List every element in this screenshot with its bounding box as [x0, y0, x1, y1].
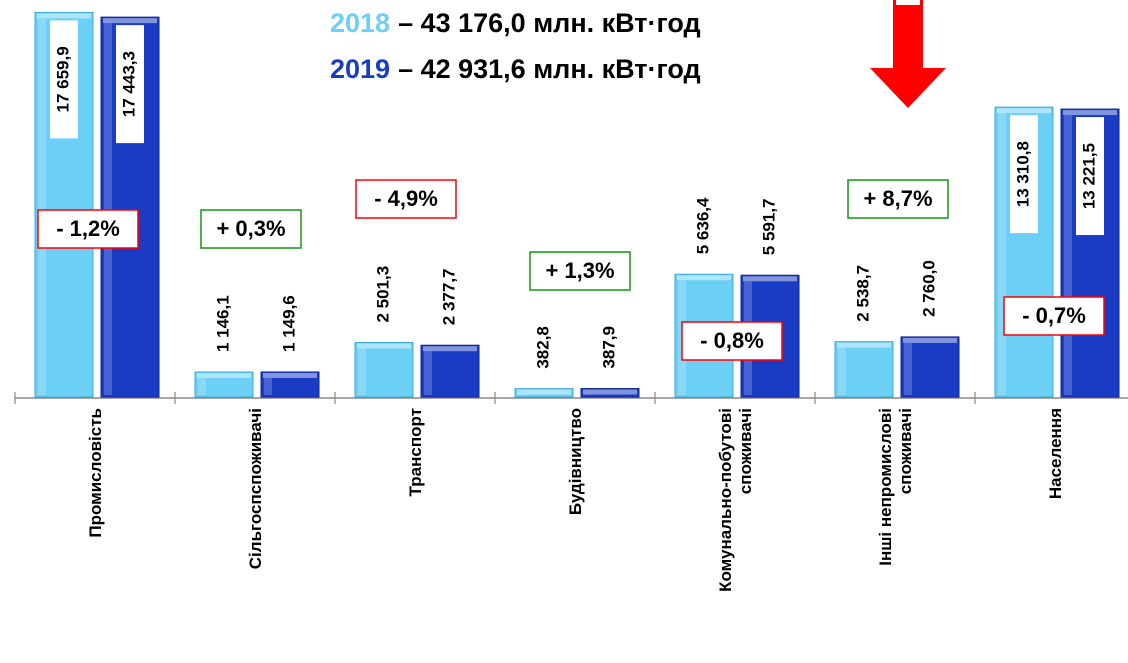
bar	[514, 388, 574, 398]
value-label: 1 146,1	[213, 295, 232, 352]
value-label: 2 377,7	[439, 268, 458, 325]
change-box	[37, 209, 139, 249]
value-label: 5 591,7	[759, 198, 778, 255]
category-label: Будівництво	[566, 408, 585, 515]
bar	[900, 336, 960, 398]
bar-shine	[1064, 115, 1072, 395]
category-label: Населення	[1046, 408, 1065, 499]
value-label: 2 501,3	[373, 266, 392, 323]
bar-shine	[904, 342, 912, 395]
legend-total: – 43 176,0 млн. кВт·год	[398, 8, 701, 38]
change-label: + 8,7%	[863, 186, 932, 211]
category-line: споживачі	[736, 408, 755, 494]
change-label: + 1,3%	[545, 258, 614, 283]
legend-line: 2018 – 43 176,0 млн. кВт·год	[330, 8, 701, 38]
bar	[354, 342, 414, 398]
bar-cap	[903, 337, 957, 343]
value-label: 2 538,7	[853, 265, 872, 322]
category-line: Будівництво	[566, 408, 585, 515]
bar	[580, 388, 640, 398]
change-box	[847, 179, 949, 219]
value-label: 5 636,4	[693, 197, 712, 254]
category-line: Сільгоспспоживачі	[246, 408, 265, 569]
change-box	[681, 321, 783, 361]
value-label-box	[116, 25, 144, 144]
category-label: Транспорт	[406, 408, 425, 496]
category-line: Промисловість	[86, 408, 105, 538]
bar-shine	[998, 113, 1006, 395]
bar	[194, 371, 254, 398]
category-label: Інші непромисловіспоживачі	[876, 408, 915, 566]
category-line: Комунально-побутові	[716, 408, 735, 592]
bar-shine	[264, 377, 272, 395]
category-label: Сільгоспспоживачі	[246, 408, 265, 569]
change-label: - 0,8%	[700, 328, 764, 353]
down-arrow	[870, 0, 946, 108]
category-line: Населення	[1046, 408, 1065, 499]
category-label: Комунально-побутовіспоживачі	[716, 408, 755, 592]
bar-cap	[743, 276, 797, 282]
change-label: + 0,3%	[216, 216, 285, 241]
value-label: 13 310,8	[1013, 141, 1032, 207]
bar-shine	[38, 18, 46, 396]
legend-line: 2019 – 42 931,6 млн. кВт·год	[330, 54, 701, 84]
bar-shine	[838, 347, 846, 395]
bar-cap	[1063, 110, 1117, 116]
bar-cap	[423, 346, 477, 352]
bar	[420, 344, 480, 398]
bar-cap	[677, 275, 731, 281]
bar-shine	[358, 348, 366, 395]
value-label: 2 760,0	[919, 260, 938, 317]
category-line: Транспорт	[406, 408, 425, 496]
value-label: 17 659,9	[53, 46, 72, 112]
value-label-box	[1010, 115, 1038, 234]
bar-cap	[37, 13, 91, 19]
bar-cap	[197, 373, 251, 379]
value-label: 13 221,5	[1079, 143, 1098, 209]
bar-cap	[997, 108, 1051, 114]
bar-shine	[198, 378, 206, 395]
change-box	[355, 179, 457, 219]
bar-cap	[837, 342, 891, 348]
bar-cap	[357, 343, 411, 349]
category-label: Промисловість	[86, 408, 105, 538]
legend-year: 2018	[330, 8, 390, 38]
change-label: - 0,7%	[1022, 303, 1086, 328]
bar-cap	[583, 389, 637, 395]
change-label: - 1,2%	[56, 216, 120, 241]
value-label-box	[1076, 117, 1104, 236]
bar-cap	[103, 18, 157, 24]
bar-cap	[263, 372, 317, 378]
bar-shine	[424, 351, 432, 395]
bar	[260, 371, 320, 398]
value-label: 387,9	[599, 326, 618, 369]
category-line: споживачі	[896, 408, 915, 494]
category-line: Інші непромислові	[876, 408, 895, 566]
value-label: 17 443,3	[119, 51, 138, 117]
arrow-stripe	[896, 0, 920, 5]
bar-shine	[104, 23, 112, 396]
change-box	[529, 251, 631, 291]
change-box	[200, 209, 302, 249]
change-box	[1003, 296, 1105, 336]
bar-cap	[517, 389, 571, 395]
value-label-box	[50, 20, 78, 139]
value-label: 1 149,6	[279, 295, 298, 352]
bar	[834, 341, 894, 398]
legend-year: 2019	[330, 54, 390, 84]
legend-total: – 42 931,6 млн. кВт·год	[398, 54, 701, 84]
value-label: 382,8	[533, 326, 552, 369]
change-label: - 4,9%	[374, 186, 438, 211]
